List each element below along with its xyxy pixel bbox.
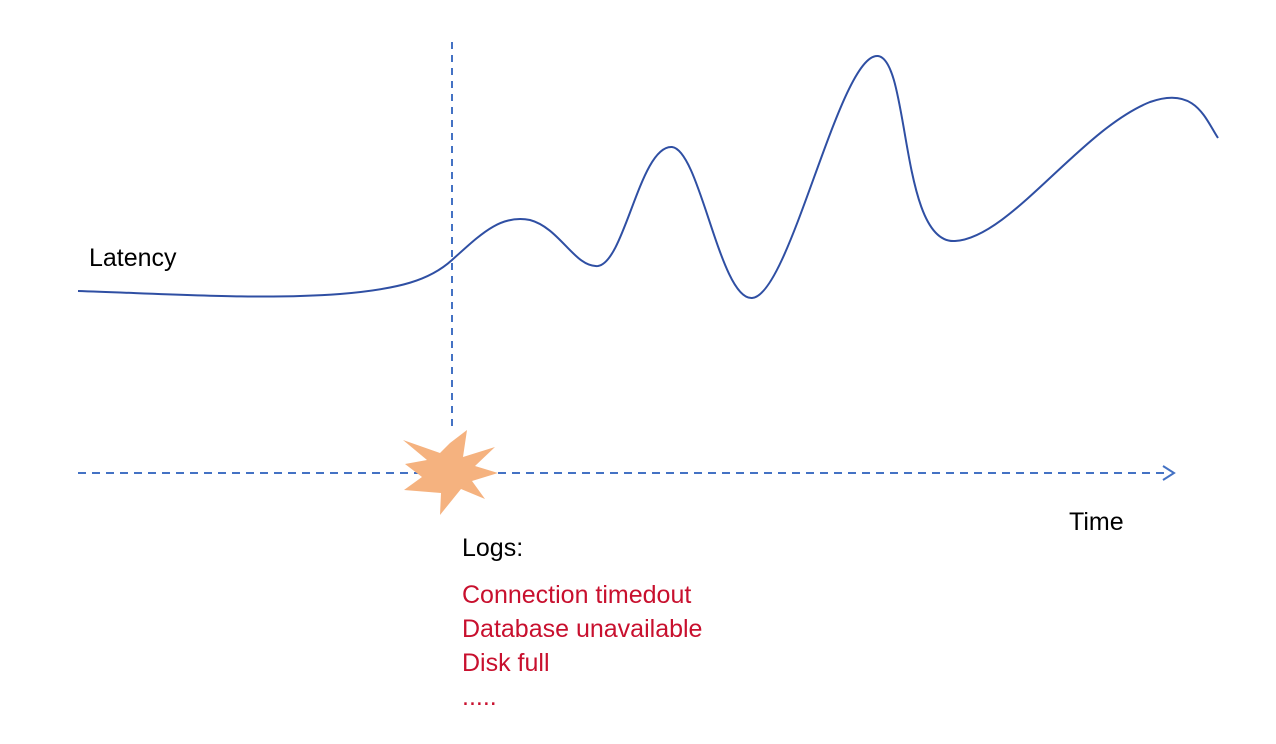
- log-entry: .....: [462, 683, 497, 711]
- logs-list: Connection timedout Database unavailable…: [462, 578, 702, 714]
- time-axis-arrowhead: [1162, 465, 1176, 481]
- latency-curve: [77, 54, 1219, 300]
- log-entry: Disk full: [462, 649, 550, 677]
- time-label: Time: [1069, 508, 1124, 536]
- log-entry: Database unavailable: [462, 615, 703, 643]
- logs-title: Logs:: [462, 534, 524, 562]
- starburst-icon: [403, 430, 498, 515]
- log-entry: Connection timedout: [462, 581, 692, 609]
- latency-label: Latency: [89, 244, 177, 272]
